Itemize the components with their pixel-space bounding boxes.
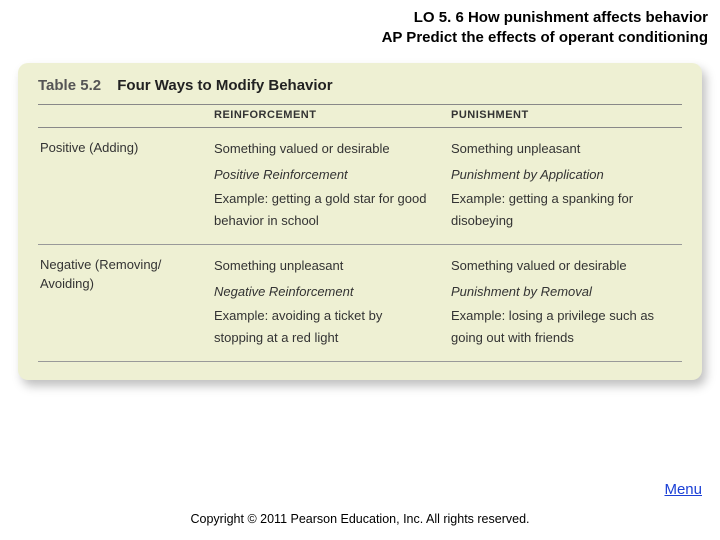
table-title: Four Ways to Modify Behavior xyxy=(117,77,332,94)
cell-negative-punishment: Something valued or desirable Punishment… xyxy=(445,245,682,362)
cell-negative-reinforcement: Something unpleasant Negative Reinforcem… xyxy=(208,245,445,362)
table-number: Table 5.2 xyxy=(38,77,101,94)
cell-positive-reinforcement: Something valued or desirable Positive R… xyxy=(208,128,445,245)
ap-line: AP Predict the effects of operant condit… xyxy=(0,28,708,48)
lo-line: LO 5. 6 How punishment affects behavior xyxy=(0,8,708,28)
cell-lead: Something unpleasant xyxy=(214,255,435,277)
cell-term: Positive Reinforcement xyxy=(214,164,435,186)
cell-positive-punishment: Something unpleasant Punishment by Appli… xyxy=(445,128,682,245)
menu-link[interactable]: Menu xyxy=(664,481,702,498)
cell-example: Example: getting a spanking for disobeyi… xyxy=(451,188,672,232)
cell-lead: Something unpleasant xyxy=(451,138,672,160)
slide-header: LO 5. 6 How punishment affects behavior … xyxy=(0,0,720,55)
row-label-negative: Negative (Removing/ Avoiding) xyxy=(38,245,208,362)
cell-term: Punishment by Removal xyxy=(451,281,672,303)
cell-example: Example: avoiding a ticket by stopping a… xyxy=(214,305,435,349)
col-header-punishment: PUNISHMENT xyxy=(445,104,682,128)
cell-term: Punishment by Application xyxy=(451,164,672,186)
behavior-table: Table 5.2 Four Ways to Modify Behavior R… xyxy=(18,63,702,381)
col-header-blank xyxy=(38,104,208,128)
col-header-reinforcement: REINFORCEMENT xyxy=(208,104,445,128)
cell-example: Example: getting a gold star for good be… xyxy=(214,188,435,232)
copyright-text: Copyright © 2011 Pearson Education, Inc.… xyxy=(0,512,720,526)
row-label-positive: Positive (Adding) xyxy=(38,128,208,245)
cell-lead: Something valued or desirable xyxy=(214,138,435,160)
table-grid: REINFORCEMENT PUNISHMENT Positive (Addin… xyxy=(38,104,682,363)
cell-lead: Something valued or desirable xyxy=(451,255,672,277)
table-title-row: Table 5.2 Four Ways to Modify Behavior xyxy=(38,77,682,94)
cell-example: Example: losing a privilege such as goin… xyxy=(451,305,672,349)
cell-term: Negative Reinforcement xyxy=(214,281,435,303)
